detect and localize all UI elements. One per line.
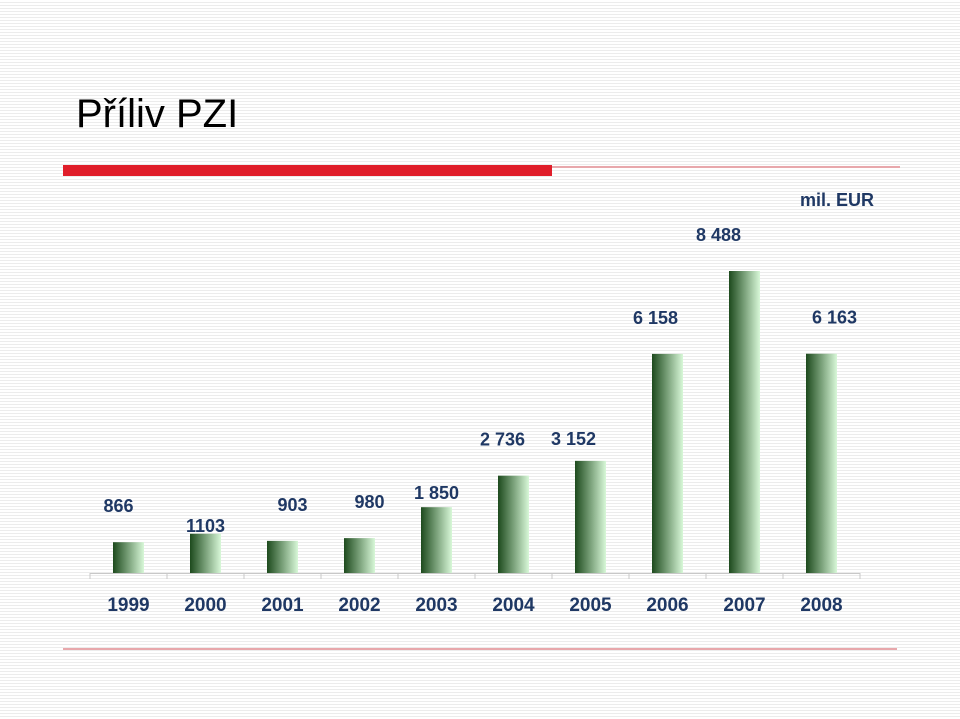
data-label-1999: 866 xyxy=(103,496,133,516)
data-label-2005: 3 152 xyxy=(551,429,596,449)
x-tick-label-2008: 2008 xyxy=(800,595,842,616)
data-label-2006: 6 158 xyxy=(633,308,678,328)
bar-2005 xyxy=(575,460,606,573)
bar-2002 xyxy=(344,538,375,573)
bar-2001 xyxy=(267,540,298,573)
bar-1999 xyxy=(113,542,144,573)
data-label-2000: 1103 xyxy=(186,516,225,536)
data-label-2004: 2 736 xyxy=(480,430,525,450)
x-tick-label-2006: 2006 xyxy=(646,595,688,616)
title-accent-bar xyxy=(63,165,552,176)
footer-rule xyxy=(63,648,897,650)
data-label-2007: 8 488 xyxy=(696,225,741,245)
unit-label: mil. EUR xyxy=(800,190,875,210)
bar-2007 xyxy=(729,271,760,573)
x-tick-label-2003: 2003 xyxy=(415,595,457,616)
x-tick-label-2002: 2002 xyxy=(338,595,380,616)
bar-2008 xyxy=(806,353,837,573)
bar-2003 xyxy=(421,507,452,573)
x-tick-label-2007: 2007 xyxy=(723,595,765,616)
title-rule xyxy=(552,166,900,168)
data-label-2001: 903 xyxy=(277,495,307,515)
data-label-2002: 980 xyxy=(354,492,384,512)
x-tick-label-1999: 1999 xyxy=(107,595,149,616)
x-tick-label-2005: 2005 xyxy=(569,595,612,616)
bar-2006 xyxy=(652,353,683,573)
bar-2004 xyxy=(498,475,529,573)
data-label-2003: 1 850 xyxy=(414,483,459,503)
slide-title: Příliv PZI xyxy=(76,92,239,136)
data-label-2008: 6 163 xyxy=(812,308,857,328)
x-tick-label-2000: 2000 xyxy=(184,595,226,616)
bar-2000 xyxy=(190,533,221,573)
x-tick-label-2001: 2001 xyxy=(261,595,304,616)
x-tick-label-2004: 2004 xyxy=(492,595,535,616)
